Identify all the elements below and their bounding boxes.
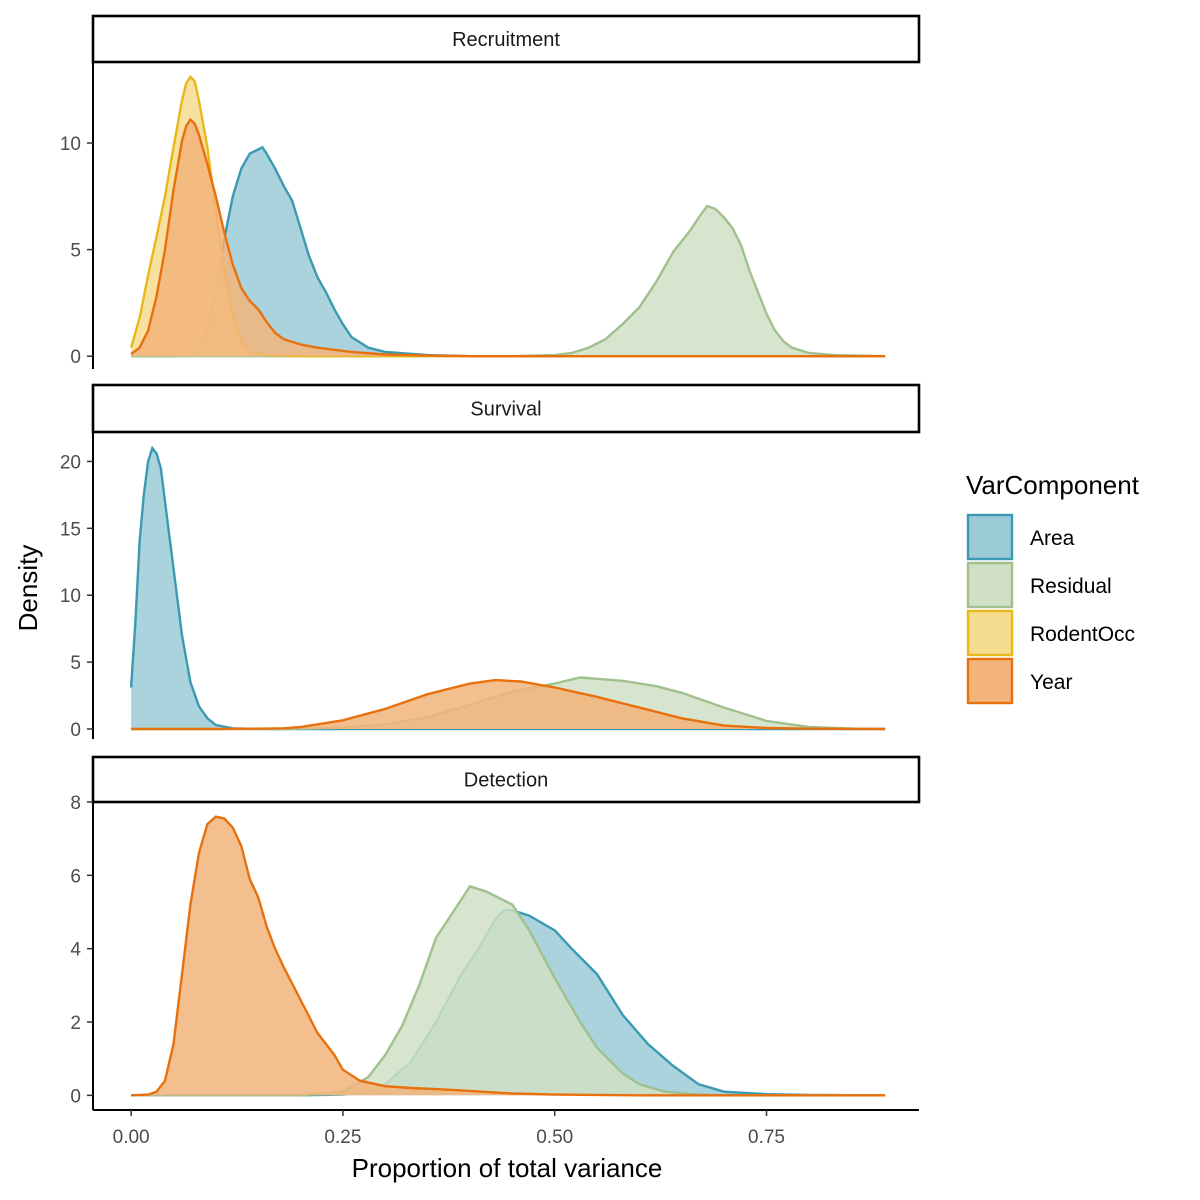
density-area-year xyxy=(131,816,886,1096)
strip-label-survival: Survival xyxy=(470,399,541,421)
y-tick-label: 15 xyxy=(60,519,81,540)
y-tick-label: 0 xyxy=(70,1086,81,1107)
x-tick-label: 0.00 xyxy=(113,1127,150,1148)
legend-label-area: Area xyxy=(1030,527,1075,550)
density-area-area xyxy=(131,147,886,357)
density-line-year xyxy=(131,678,886,731)
y-tick-label: 10 xyxy=(60,134,81,155)
legend-key-area xyxy=(966,513,1014,561)
legend-label-rodentocc: RodentOcc xyxy=(1030,623,1135,646)
y-tick-label: 2 xyxy=(70,1013,81,1034)
y-tick-label: 0 xyxy=(70,347,81,368)
legend-label-year: Year xyxy=(1030,671,1072,694)
legend: VarComponent Area Residual RodentOcc Year xyxy=(966,470,1140,705)
panel-detection: Detection 0 2 4 6 8 xyxy=(70,755,921,1110)
y-tick-label: 5 xyxy=(70,653,81,674)
legend-label-residual: Residual xyxy=(1030,575,1112,598)
panels-layer: Recruitment0510Survival05101520Detection… xyxy=(60,14,921,1110)
legend-key-rodentocc xyxy=(966,609,1014,657)
x-axis: 0.00 0.25 0.50 0.75 xyxy=(93,1109,919,1148)
y-tick-label: 20 xyxy=(60,452,81,473)
strip-detection xyxy=(91,755,921,804)
strip-label-detection: Detection xyxy=(464,770,549,792)
y-tick-label: 6 xyxy=(70,866,81,887)
strip-survival xyxy=(91,383,921,434)
density-line-residual xyxy=(131,884,886,1097)
density-area-residual xyxy=(131,205,886,357)
legend-key-year xyxy=(966,657,1014,705)
x-tick-label: 0.25 xyxy=(324,1127,361,1148)
density-line-year xyxy=(131,815,886,1097)
y-tick-label: 4 xyxy=(70,940,81,961)
strip-recruitment xyxy=(91,14,921,64)
density-area-year xyxy=(131,680,886,729)
panel-recruitment: Recruitment 0 5 10 xyxy=(60,14,921,369)
y-tick-label: 5 xyxy=(70,241,81,262)
x-axis-title: Proportion of total variance xyxy=(352,1153,663,1183)
y-tick-label: 10 xyxy=(60,586,81,607)
strip-label-recruitment: Recruitment xyxy=(452,29,560,51)
density-line-year xyxy=(130,117,886,358)
density-area-year xyxy=(131,119,886,357)
density-area-residual xyxy=(131,886,886,1096)
x-tick-label: 0.50 xyxy=(536,1127,573,1148)
y-tick-label: 8 xyxy=(70,793,81,814)
y-axis-title: Density xyxy=(13,545,43,632)
density-line-area xyxy=(129,445,886,731)
legend-key-residual xyxy=(966,561,1014,609)
x-tick-label: 0.75 xyxy=(748,1127,785,1148)
y-tick-label: 0 xyxy=(70,720,81,741)
panel-survival: Survival 0 5 10 15 20 xyxy=(60,383,921,741)
density-line-residual xyxy=(131,204,886,358)
legend-title: VarComponent xyxy=(966,470,1140,500)
